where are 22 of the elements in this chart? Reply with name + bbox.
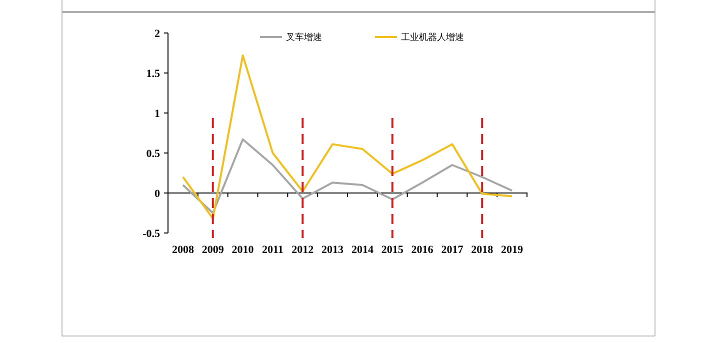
y-tick-label: 0.5 (146, 148, 160, 160)
x-tick-label: 2012 (292, 244, 314, 256)
x-tick-label: 2017 (441, 244, 464, 256)
y-tick-label: 1.5 (146, 68, 160, 80)
y-tick-label: 2 (154, 28, 160, 40)
line-series (182, 138, 514, 214)
y-tick-label: -0.5 (142, 228, 160, 240)
legend-label: 叉车增速 (286, 32, 322, 44)
x-tick-label: 2009 (202, 244, 224, 256)
y-tick-label: 0 (154, 188, 160, 200)
x-tick-label: 2010 (232, 244, 254, 256)
x-tick-label: 2014 (351, 244, 374, 256)
legend-label: 工业机器人增速 (401, 32, 464, 44)
x-tick-label: 2011 (262, 244, 284, 256)
x-tick-label: 2018 (471, 244, 494, 256)
y-tick-label: 1 (154, 108, 160, 120)
x-tick-label: 2019 (501, 244, 524, 256)
x-tick-label: 2016 (411, 244, 434, 256)
x-tick-label: 2008 (172, 244, 194, 256)
line-series (182, 54, 514, 220)
x-tick-label: 2015 (381, 244, 404, 256)
x-tick-label: 2013 (322, 244, 344, 256)
